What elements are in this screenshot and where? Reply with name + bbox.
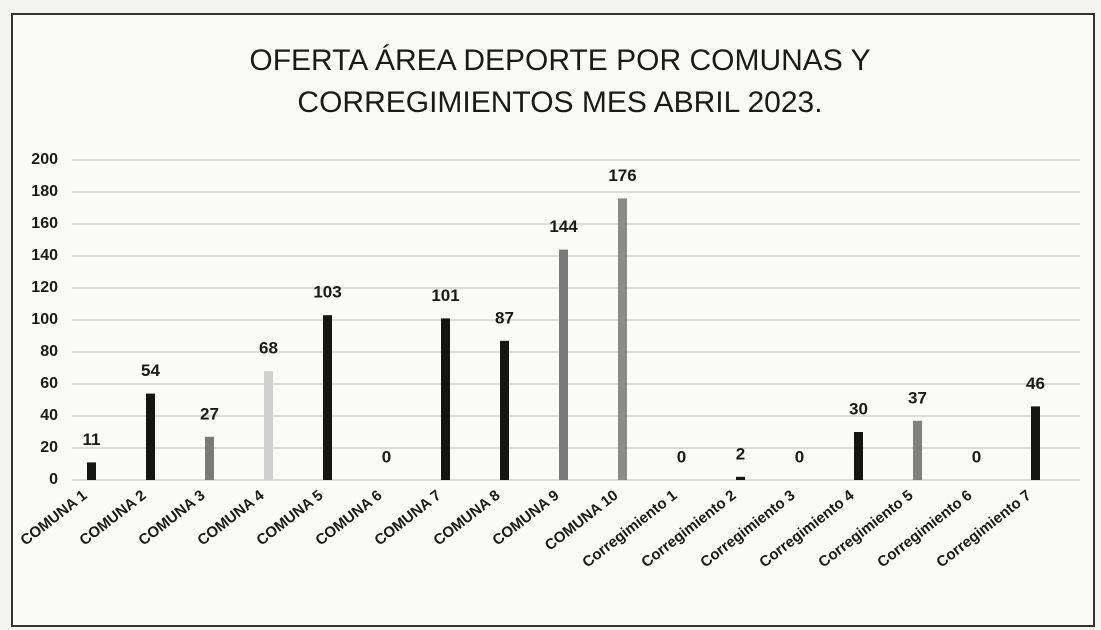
bar: [1031, 406, 1040, 480]
y-tick-label: 200: [31, 151, 58, 168]
bar: [441, 318, 450, 480]
y-tick-label: 140: [31, 247, 58, 264]
bar: [854, 432, 863, 480]
value-label: 87: [495, 308, 514, 327]
value-label: 46: [1026, 374, 1045, 393]
value-label: 2: [736, 444, 745, 463]
value-label: 30: [849, 399, 868, 418]
y-tick-label: 0: [49, 471, 58, 488]
y-tick-label: 60: [40, 375, 58, 392]
y-tick-label: 120: [31, 279, 58, 296]
value-label: 176: [608, 166, 636, 185]
y-tick-label: 20: [40, 439, 58, 456]
value-label: 37: [908, 388, 927, 407]
value-label: 144: [549, 217, 578, 236]
bar: [736, 476, 745, 480]
bar: [500, 340, 509, 480]
y-tick-label: 160: [31, 215, 58, 232]
bar: [323, 315, 332, 480]
value-label: 0: [382, 447, 391, 466]
value-label: 0: [972, 447, 981, 466]
value-label: 54: [141, 361, 160, 380]
y-tick-label: 180: [31, 183, 58, 200]
y-tick-label: 40: [40, 407, 58, 424]
bar: [205, 436, 214, 480]
value-label: 0: [795, 447, 804, 466]
value-label: 11: [83, 430, 101, 449]
bar: [146, 393, 155, 480]
value-label: 68: [259, 339, 278, 358]
y-tick-label: 100: [31, 311, 58, 328]
bar: [559, 249, 568, 480]
y-tick-label: 80: [40, 343, 58, 360]
bar: [87, 462, 96, 480]
value-label: 27: [200, 404, 219, 423]
value-label: 101: [431, 286, 459, 305]
value-label: 0: [677, 447, 686, 466]
bar: [618, 198, 627, 480]
chart-title: OFERTA ÁREA DEPORTE POR COMUNAS Y CORREG…: [249, 44, 871, 119]
bar: [264, 371, 273, 480]
bar: [913, 420, 922, 480]
value-label: 103: [313, 283, 341, 302]
